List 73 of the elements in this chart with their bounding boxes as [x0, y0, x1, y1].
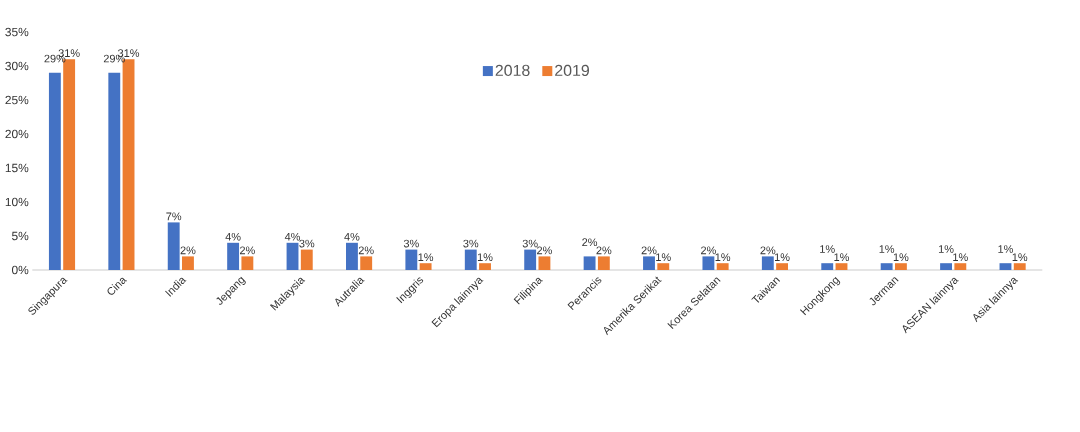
data-label: 2%: [240, 246, 255, 255]
bar: [702, 256, 715, 270]
data-label: 1%: [938, 245, 954, 253]
bar: [657, 263, 670, 270]
bar: [48, 72, 61, 270]
bar: [597, 256, 610, 270]
data-label: 3%: [463, 239, 479, 248]
y-tick-label: 20%: [5, 129, 29, 139]
bar: [108, 72, 121, 270]
y-tick-label: 35%: [5, 27, 29, 37]
bar: [167, 222, 180, 270]
bar: [182, 256, 194, 270]
y-tick-label: 0%: [11, 265, 29, 275]
data-label: 4%: [225, 232, 241, 241]
bar: [538, 256, 551, 270]
data-label: 1%: [953, 253, 968, 261]
bar: [761, 256, 774, 270]
bar: [821, 263, 834, 270]
data-label: 1%: [477, 253, 493, 261]
data-label: 1%: [1012, 253, 1028, 261]
bar: [360, 256, 373, 270]
data-label: 1%: [998, 245, 1013, 253]
bar: [405, 249, 418, 270]
data-label: 2%: [582, 238, 598, 247]
data-label: 2%: [760, 246, 776, 255]
data-label: 1%: [820, 245, 835, 253]
bar: [999, 263, 1012, 270]
data-label: 1%: [774, 253, 790, 261]
data-label: 1%: [834, 253, 850, 261]
data-label: 3%: [299, 239, 315, 248]
bar: [880, 263, 893, 270]
data-label: 2%: [596, 246, 612, 255]
data-label: 1%: [715, 253, 731, 261]
data-label: 2%: [358, 246, 374, 255]
data-label: 1%: [418, 253, 434, 261]
data-label: 1%: [879, 245, 895, 253]
y-tick-label: 25%: [5, 95, 29, 105]
data-label: 1%: [893, 253, 909, 261]
data-label: 7%: [166, 212, 182, 221]
bar: [643, 256, 655, 270]
bar: [464, 249, 477, 270]
bar: [419, 263, 432, 270]
y-tick-label: 30%: [5, 61, 29, 71]
bar: [241, 256, 254, 270]
x-tick-label: Cina: [107, 277, 128, 295]
bar: [227, 242, 240, 270]
y-tick-label: 15%: [5, 163, 29, 173]
bar: [346, 242, 358, 270]
data-label: 1%: [656, 253, 671, 261]
data-label: 3%: [403, 239, 419, 248]
data-label: 2%: [701, 246, 716, 255]
bar: [479, 263, 491, 270]
data-label: 4%: [284, 232, 301, 241]
data-label: 2%: [537, 246, 552, 255]
data-label: 2%: [641, 246, 657, 255]
bar: [286, 242, 299, 270]
bar: [1013, 263, 1026, 270]
legend-label: 2018: [495, 64, 530, 77]
data-label: 2%: [180, 246, 196, 255]
bar: [835, 263, 848, 270]
y-tick-label: 5%: [11, 231, 29, 241]
bar: [300, 249, 313, 270]
y-tick-label: 10%: [5, 197, 29, 207]
bar: [583, 256, 596, 270]
bar: [940, 263, 952, 270]
bar: [716, 263, 729, 270]
bar: [894, 263, 907, 270]
data-label: 3%: [522, 239, 538, 248]
bar: [954, 263, 967, 270]
bar: [776, 263, 789, 270]
bar: [524, 249, 537, 270]
data-label: 4%: [344, 232, 360, 241]
legend-label: 2019: [555, 64, 589, 77]
